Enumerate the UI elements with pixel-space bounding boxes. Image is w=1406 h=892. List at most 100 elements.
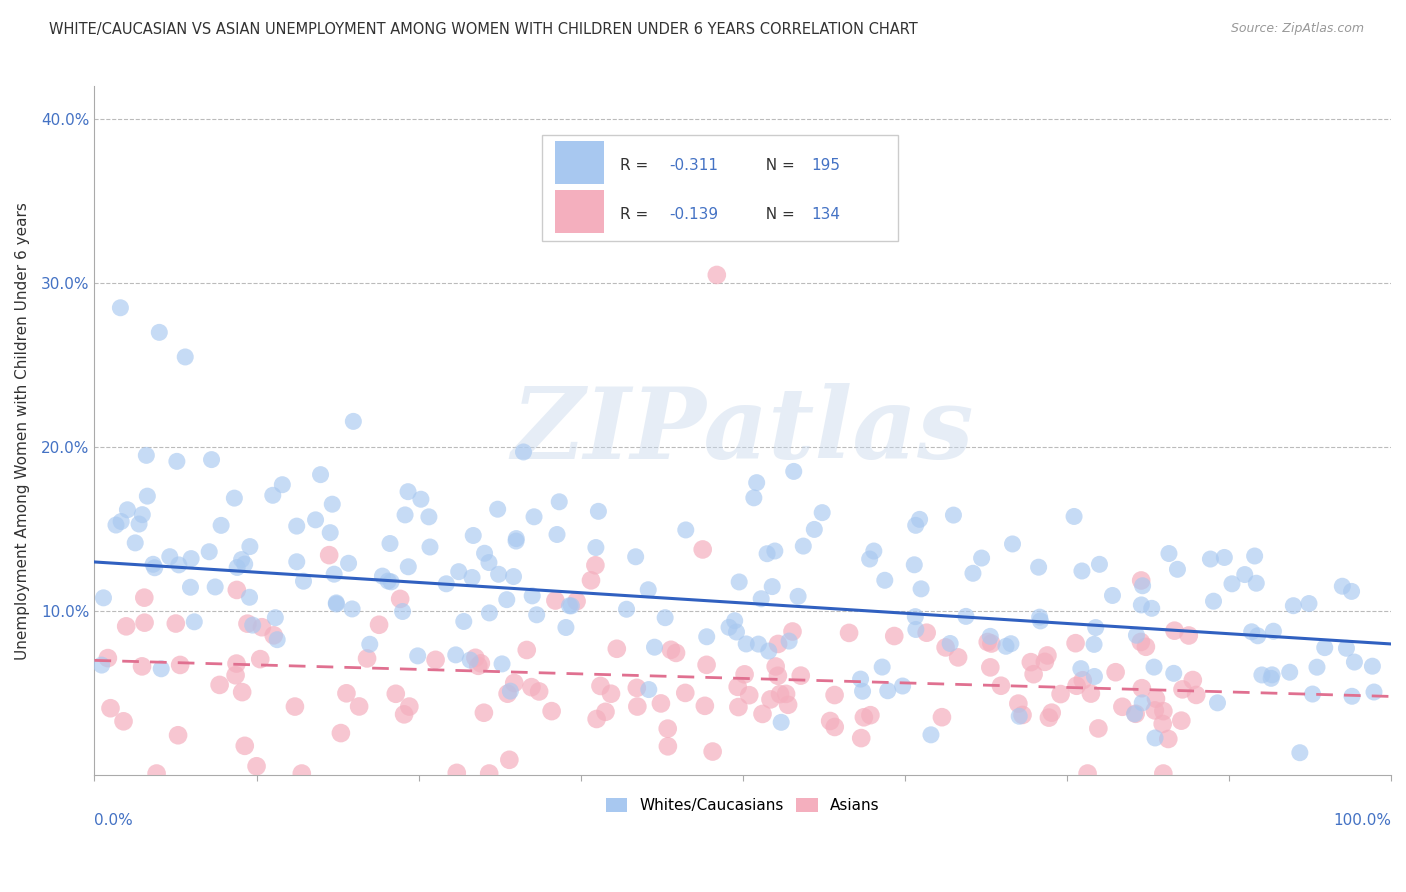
Point (824, 720, 846, 734)
Text: 134: 134 (811, 207, 841, 222)
Point (657, 739, 679, 754)
Point (249, 652, 271, 666)
Point (470, 657, 492, 671)
Point (502, 569, 524, 583)
Point (883, 629, 905, 643)
Point (1362, 685, 1385, 699)
Point (970, 551, 993, 566)
Point (863, 544, 886, 558)
Point (910, 582, 932, 596)
Point (728, 574, 751, 589)
Point (588, 504, 610, 518)
Point (616, 602, 638, 616)
Point (818, 714, 841, 728)
Point (200, 452, 222, 467)
Text: N =: N = (755, 207, 800, 222)
Point (209, 518, 232, 533)
Point (143, 560, 166, 574)
Point (747, 637, 769, 651)
Point (458, 653, 481, 667)
Point (224, 491, 246, 505)
Text: R =: R = (620, 207, 652, 222)
Point (526, 607, 548, 622)
Point (1261, 668, 1284, 682)
Point (790, 668, 813, 682)
Point (264, 610, 287, 624)
Point (908, 512, 931, 526)
Point (488, 567, 510, 582)
Point (1206, 696, 1229, 710)
Point (1171, 682, 1194, 697)
Point (1143, 660, 1166, 674)
Point (624, 549, 647, 564)
Point (1152, 704, 1174, 718)
Text: 195: 195 (811, 158, 841, 173)
Point (606, 641, 628, 656)
Point (1008, 709, 1031, 723)
Point (117, 503, 139, 517)
Point (262, 488, 284, 502)
Point (1170, 714, 1192, 728)
Point (727, 680, 749, 694)
Point (583, 558, 606, 573)
Point (1130, 681, 1153, 696)
Point (124, 536, 146, 550)
Point (1336, 641, 1358, 656)
Point (915, 625, 938, 640)
Point (359, 637, 381, 651)
Point (540, 704, 562, 718)
Point (245, 759, 267, 773)
Point (434, 576, 457, 591)
Point (1064, 636, 1087, 650)
Point (239, 540, 262, 554)
FancyBboxPatch shape (555, 190, 605, 233)
Point (478, 606, 501, 620)
Point (745, 475, 768, 490)
Point (769, 687, 792, 701)
Point (478, 766, 501, 780)
Point (368, 617, 391, 632)
Point (626, 699, 648, 714)
Point (766, 637, 789, 651)
Point (145, 766, 167, 780)
Point (271, 477, 294, 491)
Point (394, 508, 416, 522)
Point (474, 546, 496, 560)
Point (425, 653, 447, 667)
Point (409, 492, 432, 507)
Point (115, 619, 138, 633)
Point (337, 556, 360, 570)
Point (165, 616, 187, 631)
Point (391, 605, 413, 619)
Point (980, 636, 1002, 650)
Point (851, 684, 873, 698)
Point (706, 268, 728, 282)
Point (1022, 667, 1045, 681)
Point (1240, 624, 1263, 639)
Point (148, 326, 170, 340)
Point (447, 565, 470, 579)
Point (544, 593, 567, 607)
Point (335, 686, 357, 700)
Point (1278, 665, 1301, 680)
Point (891, 679, 914, 693)
Point (811, 506, 834, 520)
Point (1157, 547, 1180, 561)
Point (548, 495, 571, 509)
Point (1077, 766, 1099, 780)
Point (758, 644, 780, 658)
Point (657, 722, 679, 736)
Point (1166, 562, 1188, 576)
Point (319, 525, 342, 540)
Point (356, 651, 378, 665)
Point (693, 698, 716, 713)
Point (824, 688, 846, 702)
Point (496, 687, 519, 701)
Point (935, 640, 957, 655)
Point (1101, 589, 1123, 603)
Point (876, 683, 898, 698)
Point (852, 710, 875, 724)
Point (585, 712, 607, 726)
Point (418, 509, 440, 524)
Point (1038, 711, 1060, 725)
